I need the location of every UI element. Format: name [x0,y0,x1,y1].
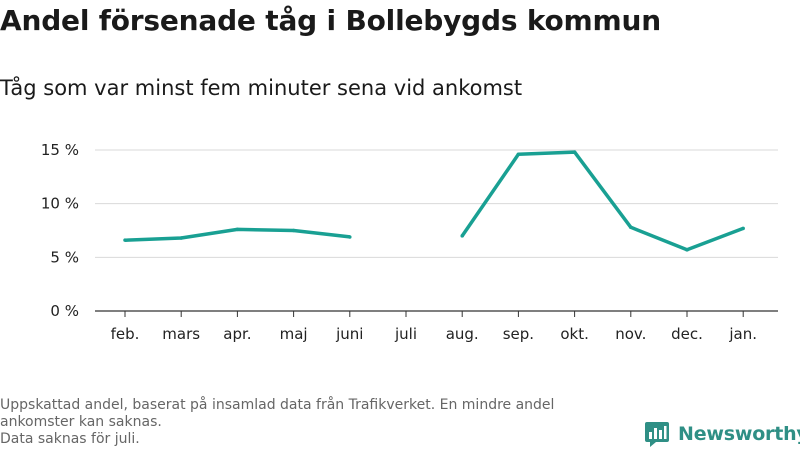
brand-name: Newsworthy [678,423,800,445]
x-tick-label: juni [335,325,363,343]
chart-subtitle: Tåg som var minst fem minuter sena vid a… [0,76,523,100]
data-point [741,226,745,231]
data-point [235,227,240,232]
series-line [460,150,744,252]
line-chart: 0 % 5 % 10 % 15 % feb. mars apr. maj juni juli aug… [41,141,778,343]
footnote: Uppskattad andel, baserat på insamlad da… [0,397,640,448]
brand-logo: Newsworthy [644,419,800,449]
x-tick-label: aug. [446,325,479,343]
footnote-line-1: Uppskattad andel, baserat på insamlad da… [0,397,555,413]
data-point [179,236,183,240]
data-point [516,152,521,157]
x-tick-label: mars [162,325,200,343]
x-tick-label: okt. [560,325,589,343]
x-tick-label: maj [280,325,308,343]
y-tick-label: 15 % [41,141,79,159]
data-point [123,238,127,242]
newsworthy-logo-icon [645,422,669,447]
footnote-line-2: ankomster kan saknas. [0,414,162,430]
y-tick-label: 0 % [50,302,79,320]
x-tick-label: juli [394,325,417,343]
footnote-line-3: Data saknas för juli. [0,431,140,447]
data-point [685,248,689,252]
x-tick-label: apr. [223,325,251,343]
chart-title: Andel försenade tåg i Bollebygds kommun [0,4,661,37]
x-tick-label: nov. [615,325,646,343]
data-point [291,228,296,233]
data-point [629,225,633,230]
x-tick-label: dec. [671,325,703,343]
data-point [460,234,464,238]
x-tick-label: feb. [111,325,140,343]
y-tick-label: 10 % [41,195,79,213]
data-point [572,150,577,154]
x-tick-label: sep. [503,325,534,343]
y-tick-label: 5 % [50,248,79,266]
x-tick-label: jan. [728,325,757,343]
data-point [348,235,352,239]
